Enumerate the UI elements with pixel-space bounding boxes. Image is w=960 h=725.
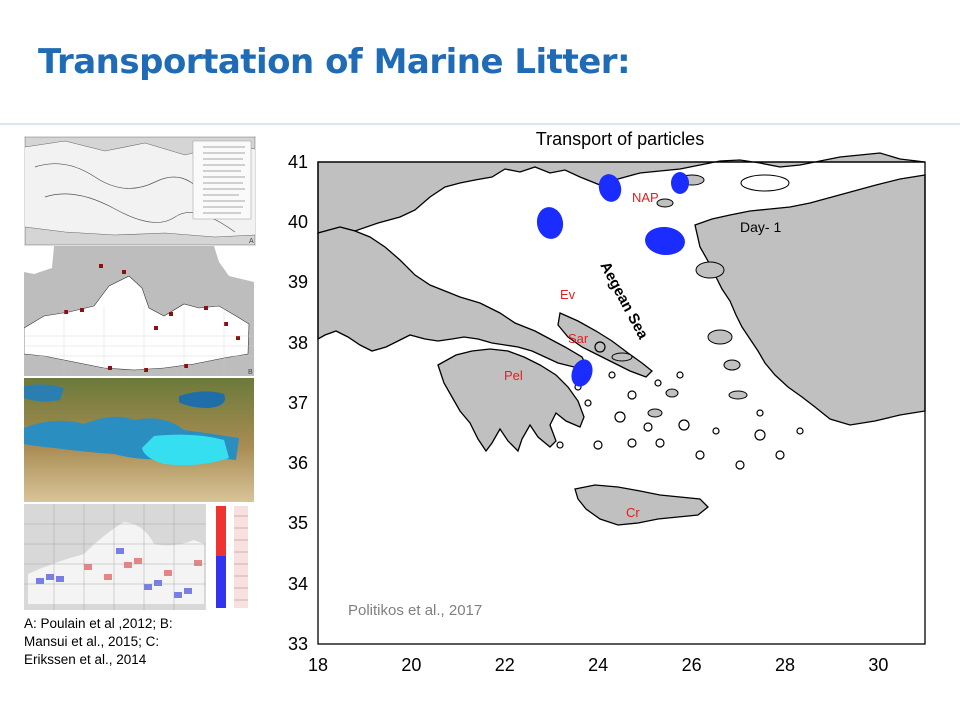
y-tick-label: 38 bbox=[288, 333, 308, 353]
figure-caption: A: Poulain et al ,2012; B: Mansui et al.… bbox=[24, 616, 173, 667]
y-tick-label: 36 bbox=[288, 453, 308, 473]
region-label-cr: Cr bbox=[626, 505, 640, 520]
particle-cluster bbox=[536, 207, 564, 239]
region-label-ev: Ev bbox=[560, 287, 576, 302]
y-tick-label: 37 bbox=[288, 393, 308, 413]
panel-b-svg: B bbox=[24, 246, 254, 376]
panel-d-svg bbox=[24, 504, 248, 610]
panel-c-satellite-image bbox=[24, 378, 254, 502]
y-tick-label: 35 bbox=[288, 513, 308, 533]
day-label: Day- 1 bbox=[740, 219, 781, 235]
y-tick-label: 34 bbox=[288, 574, 308, 594]
y-tick-label: 39 bbox=[288, 272, 308, 292]
x-tick-label: 20 bbox=[401, 655, 421, 675]
sea-label: Aegean Sea bbox=[596, 259, 651, 343]
panel-a-svg: A bbox=[25, 137, 255, 245]
panel-a-map-image: A bbox=[24, 136, 256, 246]
particle-cluster bbox=[645, 226, 685, 256]
citation-text: Politikos et al., 2017 bbox=[348, 602, 482, 619]
y-tick-label: 41 bbox=[288, 152, 308, 172]
small-island-outlines bbox=[556, 341, 804, 470]
x-tick-label: 30 bbox=[868, 655, 888, 675]
panel-c-svg bbox=[24, 378, 254, 502]
panel-a-label: A bbox=[249, 238, 254, 245]
x-tick-label: 26 bbox=[682, 655, 702, 675]
title-divider bbox=[0, 123, 960, 125]
x-tick-label: 18 bbox=[308, 655, 328, 675]
x-tick-label: 28 bbox=[775, 655, 795, 675]
y-tick-label: 33 bbox=[288, 634, 308, 654]
plot-frame bbox=[317, 161, 926, 645]
panel-b-label: B bbox=[248, 369, 253, 376]
particle-clusters bbox=[536, 172, 689, 387]
particle-cluster bbox=[671, 172, 689, 194]
region-label-pel: Pel bbox=[504, 368, 523, 383]
slide-title: Transportation of Marine Litter: bbox=[38, 42, 631, 82]
x-tick-label: 22 bbox=[495, 655, 515, 675]
panel-b-map-image: B bbox=[24, 246, 254, 376]
y-axis: 41 40 39 38 37 36 35 34 33 bbox=[288, 152, 308, 654]
region-label-sar: Sar bbox=[568, 331, 589, 346]
transport-map-svg: Transport of particles bbox=[288, 129, 926, 675]
particle-cluster bbox=[598, 174, 622, 202]
transport-map: Transport of particles bbox=[260, 125, 960, 720]
region-label-nap: NAP bbox=[632, 190, 659, 205]
land-layer bbox=[317, 152, 926, 526]
panel-d-grid-map-image bbox=[24, 504, 254, 610]
x-tick-label: 24 bbox=[588, 655, 608, 675]
x-axis: 18 20 22 24 26 28 30 bbox=[308, 655, 888, 675]
y-tick-label: 40 bbox=[288, 212, 308, 232]
particle-cluster bbox=[571, 359, 593, 387]
map-title: Transport of particles bbox=[536, 129, 704, 149]
